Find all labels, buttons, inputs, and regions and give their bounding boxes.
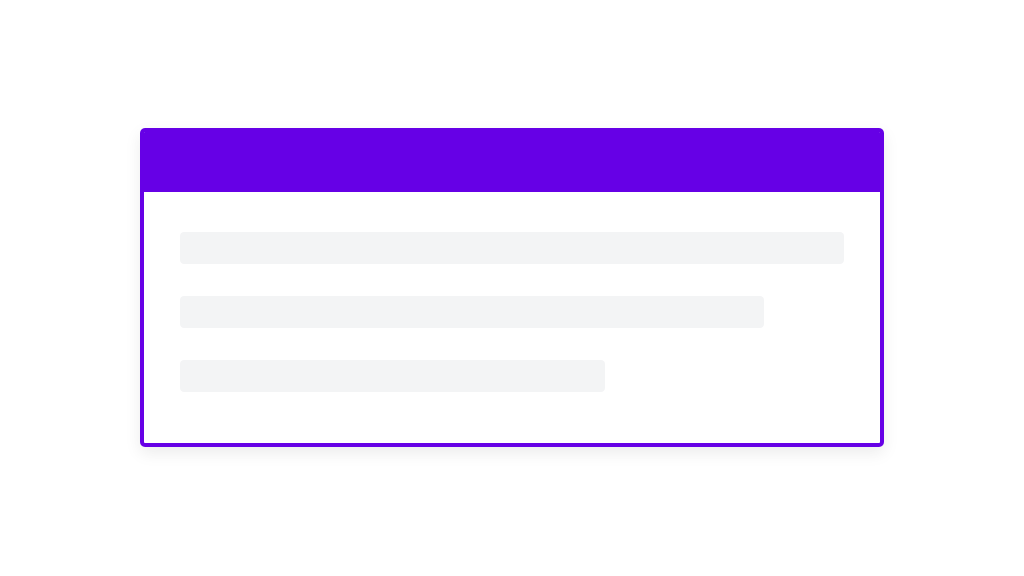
skeleton-line (180, 296, 765, 328)
skeleton-line (180, 360, 605, 392)
card-header (144, 132, 880, 192)
skeleton-card (140, 128, 884, 447)
card-body (144, 192, 880, 392)
skeleton-line (180, 232, 844, 264)
